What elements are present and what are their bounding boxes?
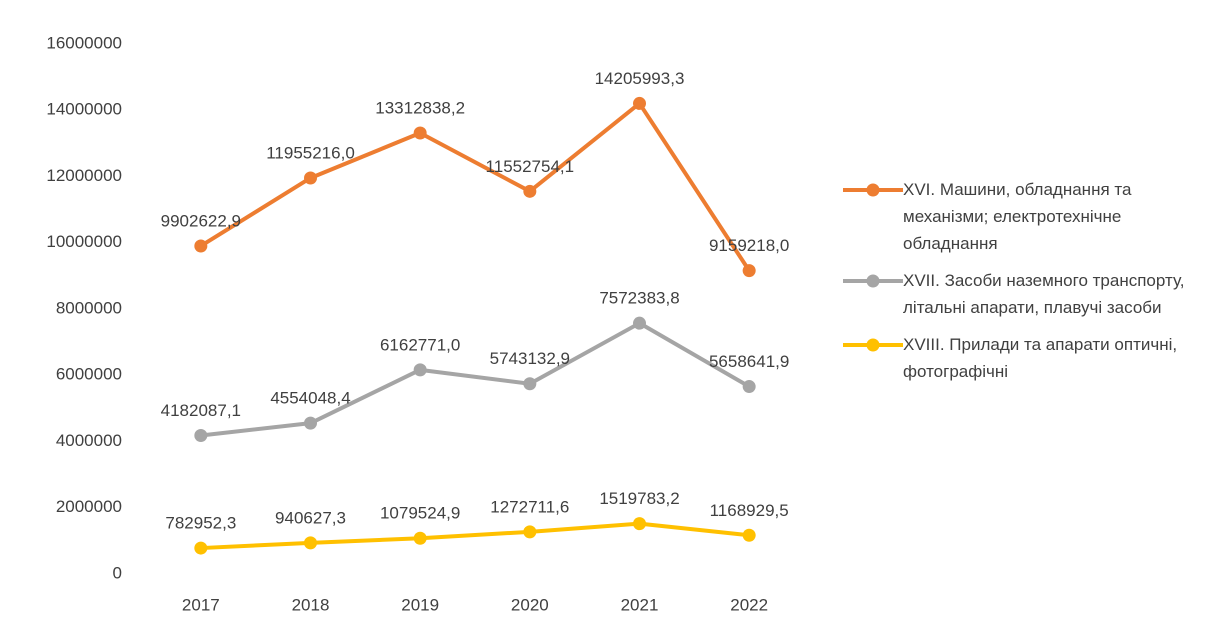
x-tick-label: 2019	[401, 595, 439, 614]
data-point	[304, 416, 317, 430]
data-label: 5658641,9	[709, 352, 789, 371]
x-tick-label: 2020	[511, 595, 549, 614]
legend-item: XVII. Засоби наземного транспорту, літал…	[843, 267, 1213, 321]
data-point	[742, 380, 756, 394]
data-point	[194, 428, 208, 442]
legend-marker	[866, 183, 880, 197]
data-label: 1168929,5	[710, 501, 789, 520]
data-point	[413, 531, 427, 545]
legend-key	[843, 183, 903, 197]
y-tick-label: 4000000	[56, 431, 122, 450]
legend-item: XVI. Машини, обладнання та механізми; ел…	[843, 176, 1213, 257]
legend-key	[843, 338, 903, 352]
y-tick-label: 10000000	[46, 232, 122, 251]
x-tick-label: 2017	[182, 595, 220, 614]
legend-label: XVII. Засоби наземного транспорту, літал…	[903, 271, 1185, 317]
data-point	[633, 316, 646, 330]
y-tick-label: 8000000	[56, 298, 122, 317]
data-point	[413, 363, 427, 377]
data-point	[523, 377, 537, 391]
data-label: 5743132,9	[490, 349, 570, 368]
data-point	[304, 171, 317, 185]
data-point	[633, 517, 646, 531]
y-tick-label: 12000000	[46, 166, 122, 185]
data-label: 11552754,1	[486, 157, 575, 176]
data-point	[194, 239, 208, 253]
data-label: 7572383,8	[599, 289, 679, 308]
series-line	[200, 321, 751, 438]
data-label: 4182087,1	[161, 401, 241, 420]
x-tick-label: 2018	[292, 595, 330, 614]
data-point	[742, 528, 756, 542]
legend-marker	[866, 274, 880, 288]
data-point	[742, 264, 756, 278]
data-label: 782952,3	[165, 514, 236, 533]
legend-label: XVIII. Прилади та апарати оптичні, фотог…	[903, 335, 1178, 381]
data-label: 14205993,3	[595, 69, 685, 88]
legend-item: XVIII. Прилади та апарати оптичні, фотог…	[843, 331, 1213, 385]
data-point	[304, 536, 317, 550]
x-tick-label: 2021	[621, 595, 659, 614]
data-point	[413, 126, 427, 140]
y-tick-label: 6000000	[56, 365, 122, 384]
legend-marker	[866, 338, 880, 352]
series-line	[199, 101, 751, 272]
data-point	[523, 184, 537, 198]
data-label: 6162771,0	[380, 335, 460, 354]
series-line	[200, 521, 750, 551]
data-label: 1519783,2	[599, 489, 679, 508]
data-label: 11955216,0	[266, 143, 355, 162]
data-label: 9159218,0	[709, 236, 789, 255]
data-label: 1272711,6	[490, 497, 569, 516]
y-tick-label: 0	[113, 563, 122, 582]
data-label: 1079524,9	[380, 504, 460, 523]
data-label: 940627,3	[275, 508, 346, 527]
data-point	[194, 541, 208, 555]
legend-label: XVI. Машини, обладнання та механізми; ел…	[903, 180, 1132, 253]
data-point	[523, 525, 537, 539]
legend-key	[843, 274, 903, 288]
data-label: 13312838,2	[375, 98, 465, 117]
data-label: 9902622,9	[161, 211, 241, 230]
y-tick-label: 14000000	[46, 100, 122, 119]
x-tick-label: 2022	[730, 595, 768, 614]
y-tick-label: 16000000	[46, 33, 122, 52]
data-point	[633, 96, 646, 110]
legend: XVI. Машини, обладнання та механізми; ел…	[843, 176, 1213, 395]
data-label: 4554048,4	[270, 389, 350, 408]
y-tick-label: 2000000	[56, 497, 122, 516]
